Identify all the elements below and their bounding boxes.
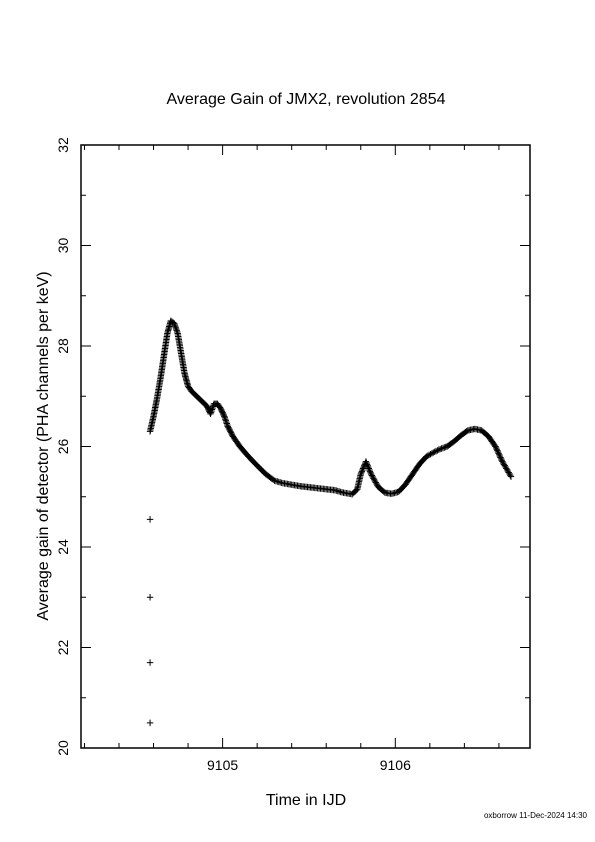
data-point	[371, 477, 379, 485]
chart-title: Average Gain of JMX2, revolution 2854	[167, 91, 446, 108]
data-point	[427, 450, 434, 458]
data-point	[359, 465, 367, 472]
data-point	[362, 458, 370, 465]
data-point	[494, 448, 502, 456]
data-point	[366, 466, 373, 474]
plot-frame	[80, 144, 531, 749]
data-point	[507, 472, 514, 479]
x-axis-label: Time in IJD	[266, 792, 346, 809]
data-point	[220, 411, 227, 419]
data-point	[369, 473, 376, 481]
data-point	[494, 447, 501, 454]
data-point	[503, 465, 510, 472]
data-point	[431, 448, 438, 456]
data-point	[434, 447, 441, 454]
data-point	[365, 465, 373, 472]
data-point	[502, 463, 509, 471]
y-tick-label: 20	[55, 740, 71, 756]
x-tick-label: 9105	[207, 757, 238, 773]
data-point	[358, 469, 365, 476]
data-point	[501, 462, 508, 469]
data-point	[367, 470, 375, 478]
data-point	[358, 468, 366, 475]
y-tick-label: 24	[55, 539, 71, 555]
data-point	[365, 463, 372, 471]
data-point	[503, 466, 511, 473]
data-point	[499, 458, 506, 465]
outlier-point	[146, 594, 154, 601]
data-point	[493, 446, 500, 453]
y-tick-label: 30	[55, 238, 71, 254]
data-point	[359, 466, 366, 474]
tick-labels: 20 22 24 26 28 30 32 9105 9106	[55, 137, 411, 773]
outlier-point	[146, 516, 154, 523]
data-point	[370, 475, 377, 482]
data-point	[423, 453, 430, 460]
data-point	[435, 446, 443, 453]
data-point	[507, 473, 515, 480]
data-point	[373, 480, 380, 488]
data-point	[428, 450, 436, 457]
data-point	[438, 445, 445, 452]
data-point	[366, 468, 374, 475]
data-point	[505, 469, 512, 476]
data-marks	[146, 317, 515, 727]
data-point	[504, 467, 512, 475]
y-tick-label: 26	[55, 439, 71, 455]
y-axis-label: Average gain of detector (PHA channels p…	[35, 271, 52, 620]
data-point	[368, 472, 376, 479]
data-point	[437, 445, 444, 453]
data-point	[497, 454, 504, 461]
data-point	[424, 452, 431, 459]
y-tick-label: 28	[55, 338, 71, 354]
data-point	[441, 444, 448, 451]
data-point	[498, 457, 505, 464]
data-point	[497, 455, 505, 463]
data-point	[439, 444, 447, 452]
data-point	[506, 470, 513, 478]
data-point	[425, 451, 433, 459]
data-point	[357, 470, 364, 478]
y-tick-label: 22	[55, 640, 71, 656]
data-point	[370, 476, 378, 483]
data-point	[367, 469, 374, 476]
data-point	[372, 479, 379, 486]
data-point	[364, 462, 371, 469]
data-point	[363, 461, 371, 468]
y-tick-label: 32	[55, 137, 71, 153]
outlier-point	[146, 659, 154, 666]
data-point	[432, 447, 440, 455]
data-point	[496, 451, 503, 458]
data-point	[495, 450, 502, 457]
data-point	[492, 443, 499, 450]
data-point	[363, 459, 370, 467]
data-point	[500, 461, 508, 468]
axis-ticks	[81, 144, 530, 749]
data-point	[430, 449, 437, 456]
x-tick-label: 9106	[380, 757, 411, 773]
outlier-point	[146, 719, 154, 727]
data-point	[499, 459, 507, 467]
data-point	[269, 476, 277, 483]
data-point	[492, 444, 500, 452]
footer-stamp: oxborrow 11-Dec-2024 14:30	[484, 811, 588, 820]
data-point	[496, 452, 504, 460]
